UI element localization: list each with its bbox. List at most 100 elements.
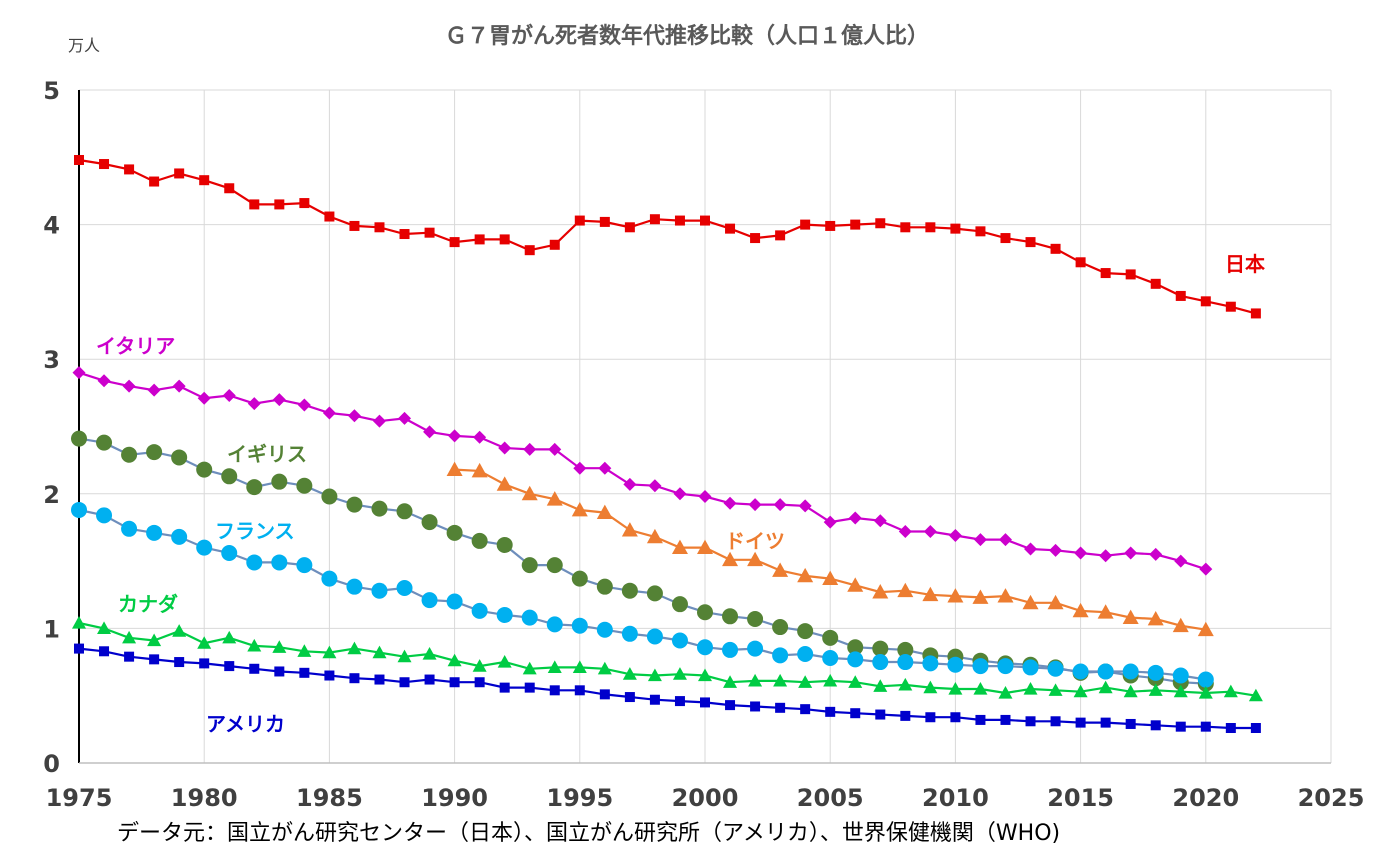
uk-data-point xyxy=(797,623,814,640)
usa-data-point xyxy=(274,666,285,677)
france-data-point xyxy=(722,641,739,658)
italy-data-point xyxy=(948,529,962,543)
italy-data-point xyxy=(347,409,361,423)
canada-data-point xyxy=(447,653,462,667)
japan-data-point xyxy=(124,164,135,175)
france-data-point xyxy=(1097,663,1114,680)
usa-data-point xyxy=(850,708,861,719)
italy-data-point xyxy=(172,379,186,393)
italy-data-point xyxy=(698,489,712,503)
canada-data-point xyxy=(998,686,1013,699)
canada-data-point xyxy=(622,667,637,680)
germany-data-point xyxy=(947,588,964,603)
canada-data-point xyxy=(122,630,137,644)
canada-data-point xyxy=(898,677,913,691)
usa-data-point xyxy=(1250,723,1261,734)
italy-data-point xyxy=(222,389,236,403)
japan-data-point xyxy=(1250,308,1261,319)
italy-data-point xyxy=(823,515,837,529)
japan-data-point xyxy=(549,239,560,250)
germany-data-point xyxy=(1072,602,1089,618)
canada-data-point xyxy=(948,681,963,695)
usa-data-point xyxy=(875,709,886,720)
canada-data-point xyxy=(723,675,738,688)
uk-data-point xyxy=(421,514,438,531)
france-data-point xyxy=(1147,664,1164,681)
axes: 0 1 2 3 4 5 1975 1980 1985 1990 1995 2000 2005 2010 20… xyxy=(43,77,1364,812)
japan-data-point xyxy=(349,220,360,231)
italy-data-point xyxy=(523,442,537,456)
france-line xyxy=(78,508,1206,681)
usa-data-point xyxy=(775,702,786,713)
usa-data-point xyxy=(324,670,335,681)
france-data-point xyxy=(421,592,438,609)
canada-data-point xyxy=(1248,688,1263,702)
usa-data-point xyxy=(1025,716,1036,727)
france-data-point xyxy=(747,640,764,657)
germany-data-point xyxy=(872,584,889,599)
japan-data-point xyxy=(1025,237,1036,248)
italy-data-point xyxy=(998,533,1012,547)
italy-data-point xyxy=(448,429,462,443)
uk-data-point xyxy=(671,596,688,613)
france-data-point xyxy=(621,625,638,642)
france-data-point xyxy=(346,578,363,595)
japan-data-point xyxy=(199,175,210,186)
y-tick-label: 0 xyxy=(43,750,60,778)
canada-data-point xyxy=(647,668,662,682)
japan-data-point xyxy=(1225,301,1236,312)
usa-data-point xyxy=(449,677,460,688)
y-tick-label: 1 xyxy=(43,615,60,643)
france-data-point xyxy=(1122,663,1139,680)
uk-data-point xyxy=(772,619,789,636)
france-data-point xyxy=(646,628,663,645)
japan-data-point xyxy=(324,211,335,222)
italy-data-point xyxy=(1049,543,1063,557)
japan-data-point xyxy=(1175,290,1186,301)
germany-data-point xyxy=(546,491,563,506)
canada-data-point xyxy=(773,673,788,687)
usa-data-point xyxy=(1125,718,1136,729)
usa-data-point xyxy=(99,646,110,657)
italy-data-point xyxy=(623,477,637,491)
japan-data-point xyxy=(249,199,260,210)
germany-data-point xyxy=(697,539,713,555)
france-data-point xyxy=(772,647,789,664)
france-data-point xyxy=(471,602,488,619)
france-data-point xyxy=(997,658,1014,675)
germany-data-point xyxy=(847,577,864,592)
germany-data-point xyxy=(521,485,538,501)
canada-data-point xyxy=(397,649,412,663)
germany-data-point xyxy=(621,522,638,537)
usa-data-point xyxy=(700,697,710,708)
uk-data-point xyxy=(872,640,889,657)
canada-data-point xyxy=(1223,684,1238,698)
uk-data-point xyxy=(471,532,488,549)
japan-data-point xyxy=(174,168,185,179)
japan-data-point xyxy=(950,223,961,234)
x-tick-label: 1995 xyxy=(546,784,613,812)
usa-data-point xyxy=(1075,717,1086,728)
uk-data-point xyxy=(697,604,713,621)
italy-data-point xyxy=(473,430,487,444)
japan-data-point xyxy=(775,230,786,241)
italy-data-point xyxy=(147,383,161,397)
usa-series xyxy=(74,643,1261,734)
canada-data-point xyxy=(272,640,287,653)
germany-data-point xyxy=(897,582,914,598)
japan-data-point xyxy=(875,218,886,229)
usa-data-point xyxy=(1150,720,1161,731)
uk-data-point xyxy=(171,449,188,466)
uk-data-point xyxy=(446,524,463,541)
uk-data-point xyxy=(546,557,563,574)
canada-data-point xyxy=(322,645,337,659)
usa-data-point xyxy=(624,692,635,703)
italy-data-point xyxy=(122,379,136,393)
italy-data-point xyxy=(773,498,787,512)
germany-data-point xyxy=(671,539,688,555)
france-series xyxy=(71,501,1214,688)
italy-data-point xyxy=(1124,546,1138,560)
italy-series xyxy=(72,366,1213,576)
italy-data-point xyxy=(1099,549,1113,563)
